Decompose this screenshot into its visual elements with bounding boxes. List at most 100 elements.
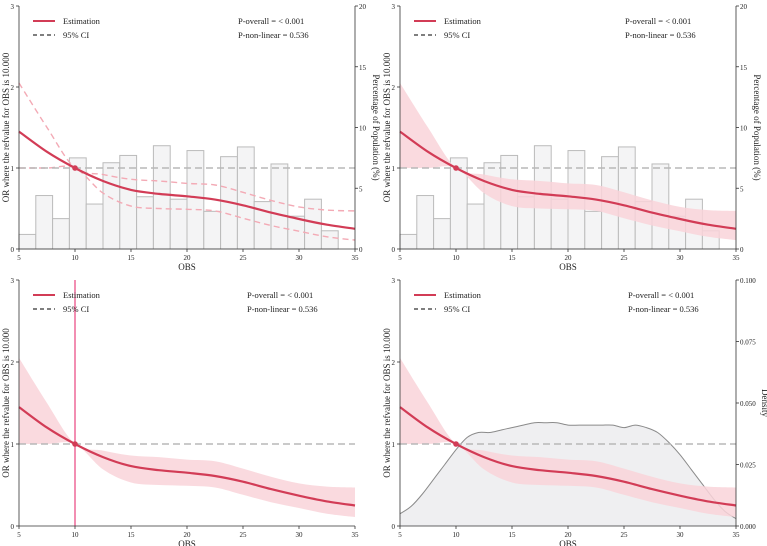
histogram-bar	[18, 233, 37, 250]
x-tick-label: 35	[352, 531, 360, 539]
x-tick-label: 30	[677, 531, 685, 539]
x-tick-label: 25	[621, 531, 629, 539]
x-tick-label: 5	[398, 531, 402, 539]
x-axis-label: OBS	[559, 539, 577, 546]
secondary-y-tick-label: 0.025	[740, 462, 756, 470]
histogram-bar	[270, 163, 289, 250]
y-axis-label: OR where the refvalue for OBS is 10.000	[382, 52, 392, 202]
histogram-bar	[35, 195, 54, 250]
reference-point	[72, 165, 78, 171]
histogram-bar	[399, 233, 418, 250]
x-tick-label: 25	[621, 254, 629, 262]
x-tick-label: 10	[453, 531, 461, 539]
x-tick-label: 5	[17, 531, 21, 539]
histogram-bar	[52, 218, 70, 250]
histogram-bar	[186, 150, 205, 250]
x-tick-label: 25	[240, 254, 248, 262]
secondary-y-tick-label: 5	[359, 185, 363, 193]
legend-estimation-label: Estimation	[444, 16, 482, 26]
x-tick-label: 10	[72, 531, 80, 539]
secondary-y-tick-label: 0.050	[740, 400, 756, 408]
histogram-bar	[169, 198, 188, 250]
histogram-bar	[287, 215, 306, 250]
secondary-y-axis-label: Density	[760, 389, 767, 417]
y-axis-label: OR where the refvalue for OBS is 10.000	[382, 328, 392, 478]
secondary-y-tick-label: 0	[359, 246, 363, 254]
x-tick-label: 20	[565, 531, 573, 539]
secondary-y-axis-label: Percentage of Population (%)	[371, 74, 381, 180]
x-tick-label: 10	[72, 254, 80, 262]
x-tick-label: 5	[17, 254, 21, 262]
y-axis-label: OR where the refvalue for OBS is 10.000	[1, 328, 11, 478]
y-tick-label: 1	[11, 441, 15, 449]
secondary-y-axis-label: Percentage of Population (%)	[752, 74, 762, 180]
legend-ci-label: 95% CI	[63, 30, 89, 40]
histogram-bar	[119, 154, 138, 250]
y-tick-label: 2	[392, 84, 396, 92]
x-tick-label: 20	[565, 254, 573, 262]
y-tick-label: 3	[392, 277, 396, 285]
legend-estimation-label: Estimation	[63, 290, 101, 300]
y-tick-label: 3	[11, 3, 15, 11]
legend-ci-label: 95% CI	[63, 304, 89, 314]
x-tick-label: 35	[733, 531, 741, 539]
histogram-bar	[584, 210, 603, 250]
histogram-bar	[320, 230, 339, 250]
secondary-y-tick-label: 20	[740, 3, 748, 11]
ci-band	[19, 357, 355, 517]
y-tick-label: 1	[392, 441, 396, 449]
y-tick-label: 0	[392, 246, 396, 254]
histogram-bar	[433, 218, 451, 250]
y-tick-label: 1	[11, 165, 15, 173]
x-tick-label: 20	[184, 254, 192, 262]
x-tick-label: 25	[240, 531, 248, 539]
secondary-y-tick-label: 0.075	[740, 339, 756, 347]
x-axis-label: OBS	[559, 262, 577, 272]
x-tick-label: 30	[296, 254, 304, 262]
secondary-y-tick-label: 5	[740, 185, 744, 193]
secondary-y-tick-label: 10	[740, 125, 748, 133]
x-tick-label: 15	[128, 531, 136, 539]
histogram-bar	[136, 196, 154, 250]
x-tick-label: 15	[128, 254, 136, 262]
p-overall-annotation: P-overall = < 0.001	[238, 16, 304, 26]
secondary-y-tick-label: 0.100	[740, 277, 756, 285]
reference-point	[453, 441, 459, 447]
y-tick-label: 0	[11, 246, 15, 254]
y-tick-label: 0	[11, 523, 15, 531]
histogram-bar	[203, 210, 222, 250]
legend-ci-label: 95% CI	[444, 30, 470, 40]
chart-panel-bottom-right: 5 10 15 20 25 30 35 0 1 2 3 0.000 0.025 0.050 0.075 0.1…	[382, 277, 767, 546]
secondary-y-tick-label: 0.000	[740, 523, 756, 531]
ci-band	[400, 83, 736, 241]
ci-lower-line	[19, 165, 356, 241]
p-overall-annotation: P-overall = < 0.001	[625, 16, 691, 26]
x-tick-label: 15	[509, 531, 517, 539]
ci-band	[400, 357, 736, 517]
chart-panel-bottom-left: 5 10 15 20 25 30 35 0 1 2 3 OBS OR where the refvalu…	[1, 277, 359, 546]
legend-ci-label: 95% CI	[444, 304, 470, 314]
y-axis-label: OR where the refvalue for OBS is 10.000	[1, 52, 11, 202]
y-tick-label: 1	[392, 165, 396, 173]
x-tick-label: 30	[677, 254, 685, 262]
histogram-bar	[236, 146, 255, 250]
histogram-bar	[152, 145, 171, 250]
x-tick-label: 30	[296, 531, 304, 539]
x-tick-label: 35	[352, 254, 360, 262]
y-tick-label: 2	[11, 84, 15, 92]
p-overall-annotation: P-overall = < 0.001	[247, 290, 313, 300]
reference-point	[72, 441, 78, 447]
legend-estimation-label: Estimation	[63, 16, 101, 26]
y-tick-label: 2	[392, 359, 396, 367]
secondary-y-tick-label: 15	[359, 64, 367, 72]
histogram-bar	[85, 203, 104, 250]
histogram-bar	[466, 203, 485, 250]
density-curve	[399, 422, 737, 520]
y-tick-label: 2	[11, 359, 15, 367]
secondary-y-tick-label: 10	[359, 125, 367, 133]
secondary-y-tick-label: 0	[740, 246, 744, 254]
x-tick-label: 10	[453, 254, 461, 262]
reference-point	[453, 165, 459, 171]
